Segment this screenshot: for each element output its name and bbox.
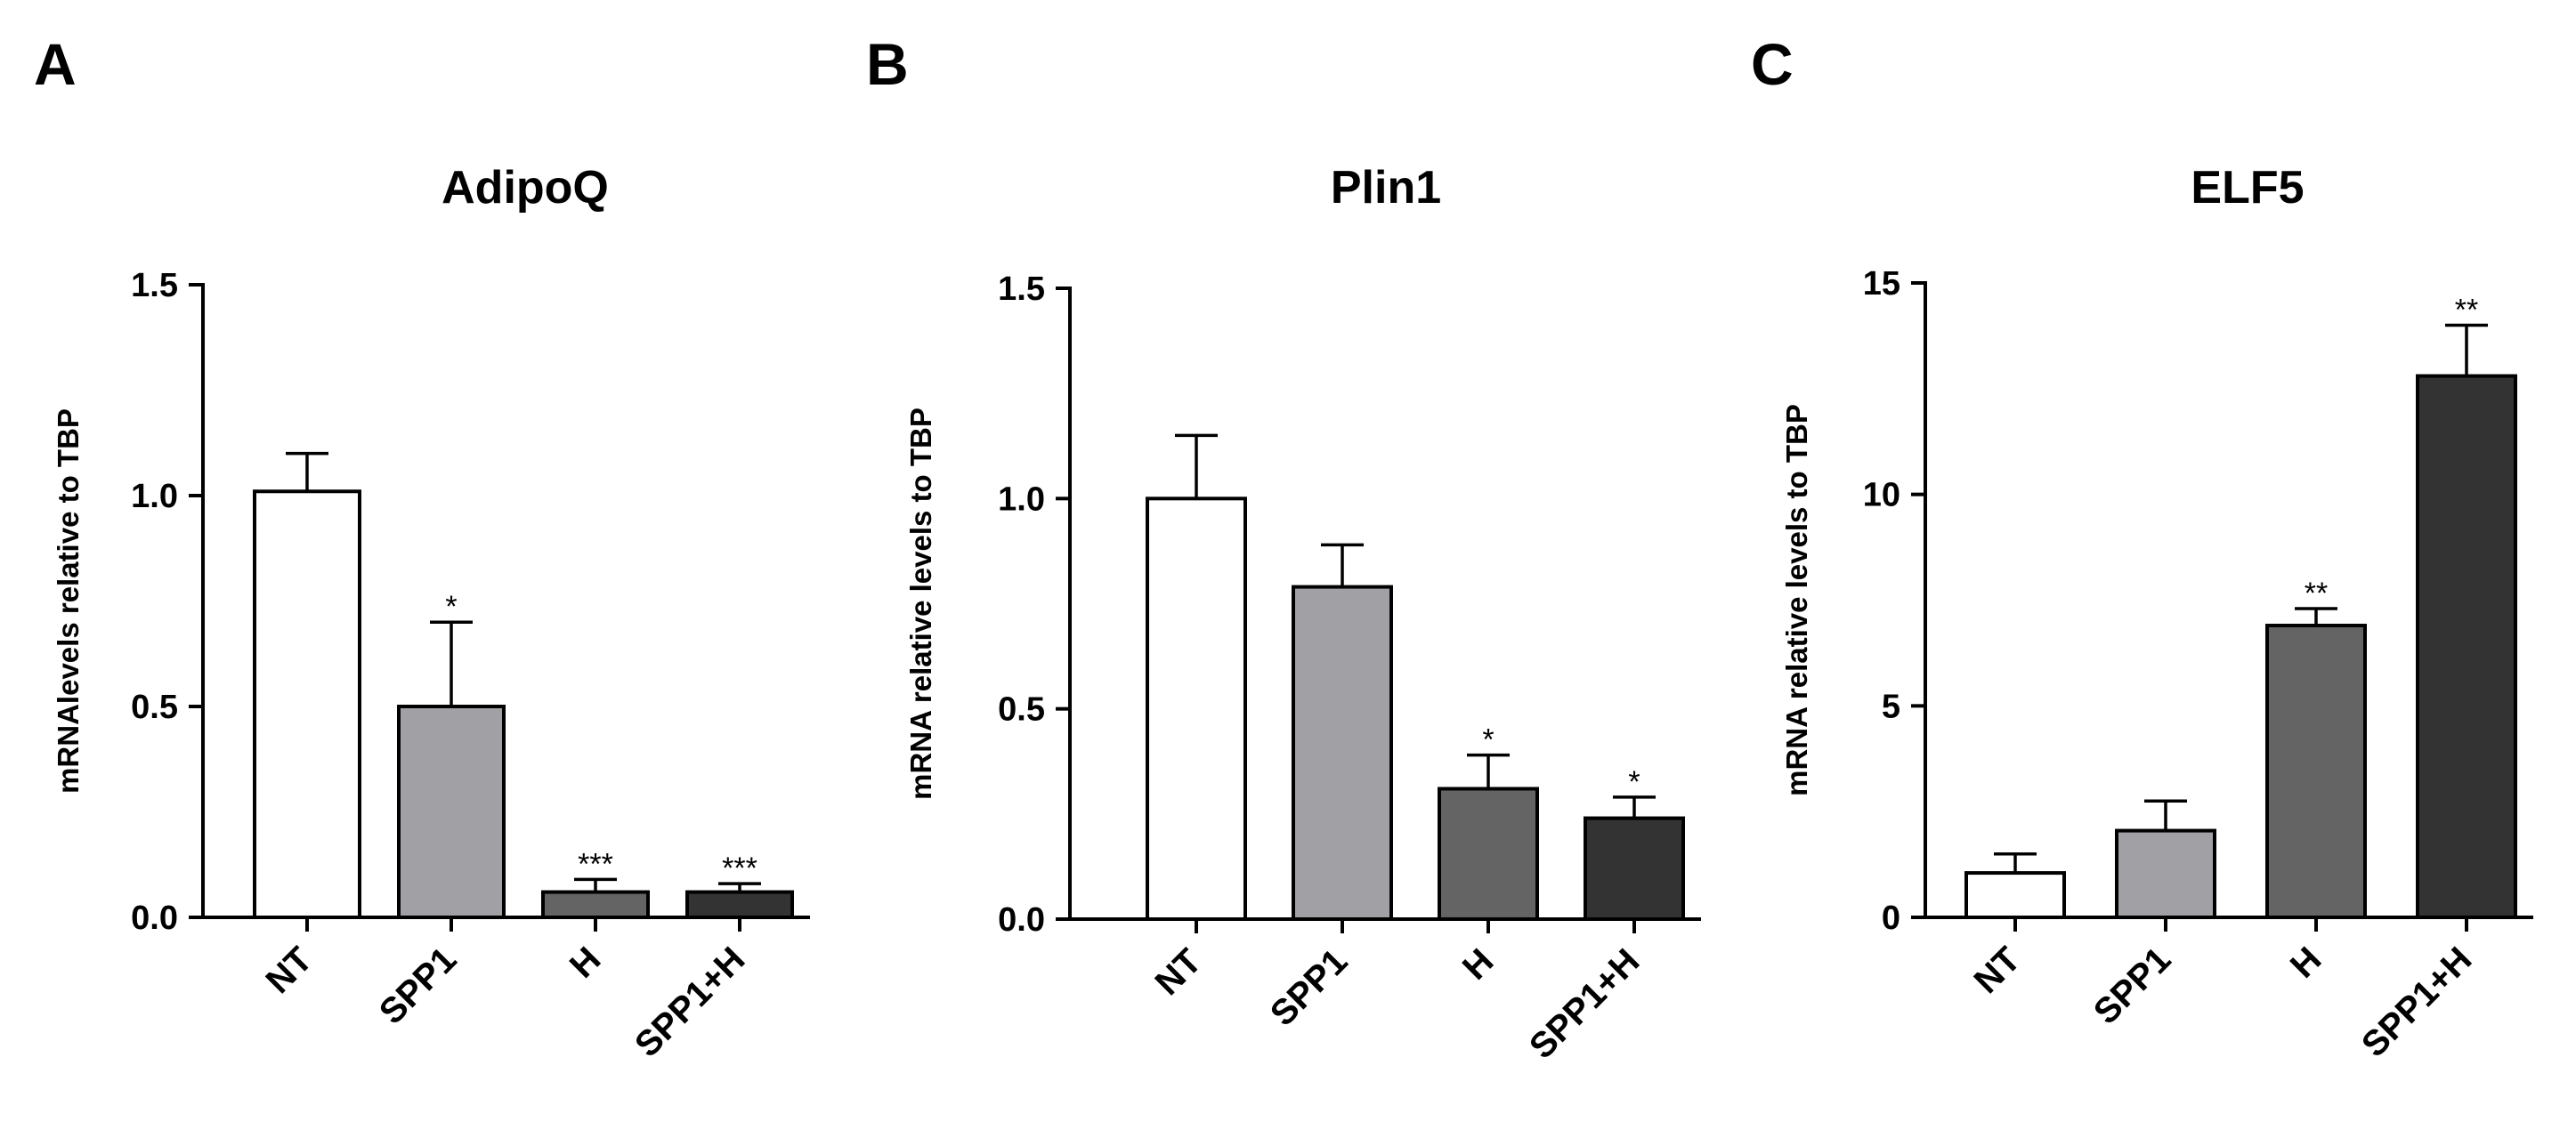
x-tick-label: SPP1+H	[628, 940, 752, 1064]
y-tick-label: 10	[1863, 477, 1900, 514]
y-tick-label: 0.5	[998, 691, 1045, 729]
bar-spp1-plus-h	[1584, 816, 1685, 921]
y-tick-label: 0.0	[131, 900, 178, 937]
chart-panel-b: B Plin1 mRNA relative levels to TBP 0.0 0.5 1…	[866, 31, 1701, 1067]
panel-letter-a: A	[34, 31, 77, 97]
chart-title: ELF5	[2191, 162, 2304, 214]
x-tick-label: SPP1+H	[2354, 940, 2479, 1064]
significance-label: **	[2455, 294, 2478, 327]
chart-title: AdipoQ	[441, 162, 609, 214]
bar-h	[541, 890, 650, 919]
bar-spp1	[1292, 585, 1393, 921]
y-tick-label: 5	[1882, 688, 1900, 725]
y-tick-label: 15	[1863, 265, 1900, 303]
y-tick-label: 0.5	[131, 689, 178, 726]
significance-label: *	[445, 590, 457, 624]
chart-panel-a: A AdipoQ mRNAlevels relative to TBP 0.0 0.5 1…	[34, 31, 810, 1065]
x-tick-label: H	[563, 940, 609, 986]
chart-title: Plin1	[1331, 162, 1441, 214]
x-tick-label: H	[1455, 941, 1502, 988]
y-tick-label: 0.0	[998, 901, 1045, 939]
y-axis-label: mRNA relative levels to TBP	[1780, 404, 1813, 796]
x-tick-label: SPP1	[1263, 941, 1355, 1033]
panel-letter-b: B	[866, 31, 909, 97]
y-tick-label: 1.0	[998, 480, 1045, 518]
bar-nt	[1146, 496, 1247, 921]
significance-label: ***	[578, 847, 613, 881]
x-tick-label: NT	[1967, 940, 2029, 1001]
significance-label: *	[1628, 765, 1640, 799]
bar-h	[1438, 787, 1539, 921]
y-tick-label: 1.0	[131, 478, 178, 515]
y-axis-label: mRNAlevels relative to TBP	[52, 408, 85, 794]
significance-label: *	[1482, 723, 1494, 757]
bar-nt	[253, 489, 361, 919]
bar-spp1	[2115, 828, 2216, 919]
significance-label: ***	[722, 852, 757, 885]
x-tick-label: NT	[259, 940, 320, 1001]
y-tick-label: 1.5	[131, 267, 178, 304]
x-tick-label: SPP1+H	[1522, 941, 1647, 1066]
y-tick-label: 0	[1882, 900, 1900, 937]
x-tick-label: SPP1	[372, 940, 464, 1031]
x-tick-label: NT	[1148, 941, 1210, 1003]
x-tick-label: SPP1	[2086, 940, 2178, 1031]
x-tick-label: H	[2283, 940, 2329, 986]
panel-letter-c: C	[1751, 31, 1794, 97]
bar-nt	[1964, 871, 2066, 920]
significance-label: **	[2305, 577, 2328, 610]
y-tick-label: 1.5	[998, 270, 1045, 308]
bar-spp1-plus-h	[2416, 374, 2517, 920]
y-axis-label: mRNA relative levels to TBP	[904, 408, 937, 800]
bar-spp1	[397, 705, 506, 919]
bar-spp1-plus-h	[685, 890, 794, 919]
bar-h	[2265, 624, 2367, 920]
chart-panel-c: C ELF5 mRNA relative levels to TBP 0 5 10 15 NT…	[1751, 31, 2533, 1065]
